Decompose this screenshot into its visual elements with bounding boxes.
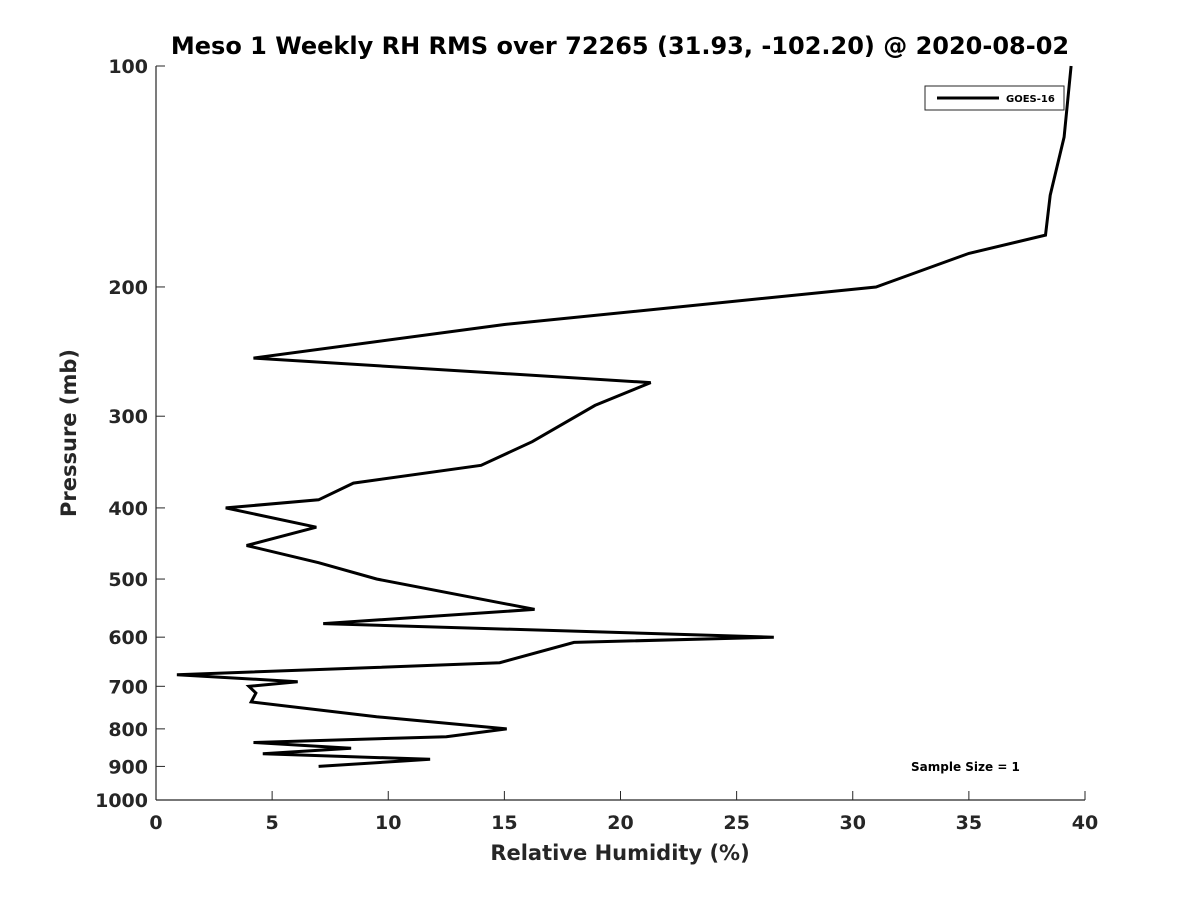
sample-size-annotation: Sample Size = 1 — [911, 760, 1020, 774]
legend: GOES-16 — [924, 85, 1065, 111]
x-tick-label: 35 — [956, 812, 982, 834]
x-tick-label: 20 — [607, 812, 633, 834]
series-line-goes-16 — [176, 65, 1073, 768]
y-tick-label: 500 — [108, 569, 148, 591]
y-tick-label: 600 — [108, 627, 148, 649]
y-tick-label: 400 — [108, 498, 148, 520]
x-tick-label: 25 — [723, 812, 749, 834]
x-tick-label: 15 — [491, 812, 517, 834]
annotations: Sample Size = 1 — [911, 760, 1020, 774]
y-tick-label: 200 — [108, 277, 148, 299]
x-tick-label: 5 — [266, 812, 279, 834]
x-axis-label: Relative Humidity (%) — [490, 841, 749, 865]
axes: 0 5 10 15 20 25 30 35 40 100 200 300 400 500 600 700 800… — [95, 56, 1098, 834]
y-tick-label: 1000 — [95, 790, 148, 812]
legend-label: GOES-16 — [1006, 94, 1055, 105]
y-axis-label: Pressure (mb) — [57, 349, 81, 517]
x-tick-label: 40 — [1072, 812, 1098, 834]
y-tick-label: 100 — [108, 56, 148, 78]
series-group — [176, 65, 1073, 768]
y-tick-label: 800 — [108, 719, 148, 741]
chart-title: Meso 1 Weekly RH RMS over 72265 (31.93, … — [171, 32, 1069, 60]
x-tick-label: 30 — [840, 812, 866, 834]
x-tick-label: 0 — [149, 812, 162, 834]
x-tick-label: 10 — [375, 812, 401, 834]
y-tick-label: 700 — [108, 676, 148, 698]
y-tick-label: 900 — [108, 756, 148, 778]
y-tick-label: 300 — [108, 406, 148, 428]
